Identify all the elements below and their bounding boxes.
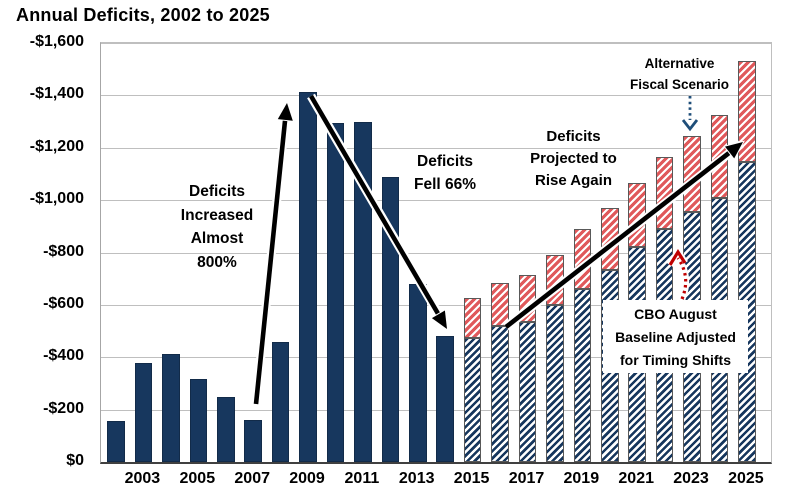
gridline (101, 43, 771, 44)
gridline (101, 147, 771, 149)
bar-baseline-2017 (518, 321, 537, 462)
annotation-line: Fell 66% (413, 175, 477, 193)
bar-actual-2004 (162, 353, 180, 462)
annotation-line: Increased (180, 206, 254, 224)
chart-title: Annual Deficits, 2002 to 2025 (16, 5, 270, 25)
bar-actual-2006 (217, 397, 235, 462)
annotation-deficits-rise: Deficits Projected to Rise Again (503, 126, 644, 192)
cbo-baseline-box: CBO August Baseline Adjusted for Timing … (603, 300, 748, 373)
x-tick-label: 2007 (234, 470, 270, 487)
bar-actual-2012 (381, 177, 400, 462)
annotation-deficits-increased: Deficits Increased Almost 800% (152, 180, 282, 274)
bar-afs-2023 (683, 136, 701, 212)
bar-afs-2022 (655, 156, 674, 229)
bar-baseline-2016 (491, 325, 509, 462)
x-tick-label: 2015 (453, 470, 490, 487)
x-tick-label: 2017 (508, 470, 545, 487)
annotation-line: Projected to (530, 150, 617, 167)
bar-actual-2011 (354, 121, 372, 462)
x-tick-label: 2005 (179, 470, 216, 487)
annotation-alternative-fiscal-scenario: Alternative Fiscal Scenario (609, 53, 750, 95)
y-tick-label: -$800 (43, 242, 84, 260)
gridline (101, 357, 771, 359)
annotation-line: Alternative (644, 56, 715, 71)
y-tick-label: -$1,600 (29, 33, 84, 50)
bar-afs-2020 (601, 208, 619, 270)
bar-actual-2005 (189, 378, 207, 462)
x-tick-label: 2009 (289, 470, 325, 487)
y-tick-label: $0 (66, 452, 84, 469)
bar-afs-2019 (573, 228, 592, 290)
bar-actual-2007 (244, 419, 262, 462)
y-tick-label: -$1,400 (29, 85, 84, 103)
annotation-line: Almost (190, 230, 244, 247)
bar-afs-2016 (491, 282, 509, 326)
annotation-line: for Timing Shifts (620, 352, 731, 368)
bar-actual-2013 (409, 283, 427, 462)
x-tick-label: 2025 (728, 470, 764, 487)
x-tick-label: 2003 (124, 470, 161, 487)
x-tick-label: 2021 (618, 470, 654, 487)
x-tick-label: 2019 (563, 470, 600, 487)
bar-afs-2025 (738, 61, 756, 163)
annotation-deficits-fell: Deficits Fell 66% (385, 151, 505, 196)
annotation-line: Rise Again (535, 172, 612, 189)
gridline (101, 95, 771, 97)
x-tick-label: 2011 (344, 470, 380, 487)
bar-actual-2010 (326, 123, 345, 462)
bar-baseline-2019 (573, 289, 592, 462)
bar-actual-2009 (299, 92, 317, 462)
bar-afs-2021 (628, 183, 646, 248)
y-tick-label: -$1,200 (29, 137, 84, 155)
y-tick-label: -$400 (43, 347, 84, 365)
bar-baseline-2015 (463, 337, 482, 462)
gridline (101, 409, 771, 411)
bar-actual-2008 (271, 341, 290, 462)
bar-afs-2015 (463, 298, 482, 338)
annotation-line: CBO August (634, 306, 717, 322)
bar-actual-2002 (107, 420, 125, 462)
x-tick-label: 2013 (398, 470, 435, 487)
bar-afs-2024 (710, 115, 729, 198)
annotation-line: Deficits (189, 183, 245, 200)
bar-actual-2003 (134, 363, 153, 462)
bar-afs-2018 (546, 255, 564, 305)
y-tick-label: -$1,000 (29, 190, 84, 208)
annotation-line: 800% (197, 253, 237, 271)
x-tick-label: 2023 (673, 470, 709, 487)
bar-afs-2017 (518, 274, 537, 322)
y-tick-label: -$200 (43, 399, 84, 417)
bar-baseline-2018 (546, 304, 564, 462)
annotation-line: Deficits (546, 128, 601, 145)
annotation-line: Baseline Adjusted (615, 329, 736, 345)
annotation-line: Deficits (417, 153, 473, 170)
annotation-line: Fiscal Scenario (629, 77, 730, 92)
y-tick-label: -$600 (43, 294, 84, 312)
bar-actual-2014 (436, 335, 454, 462)
